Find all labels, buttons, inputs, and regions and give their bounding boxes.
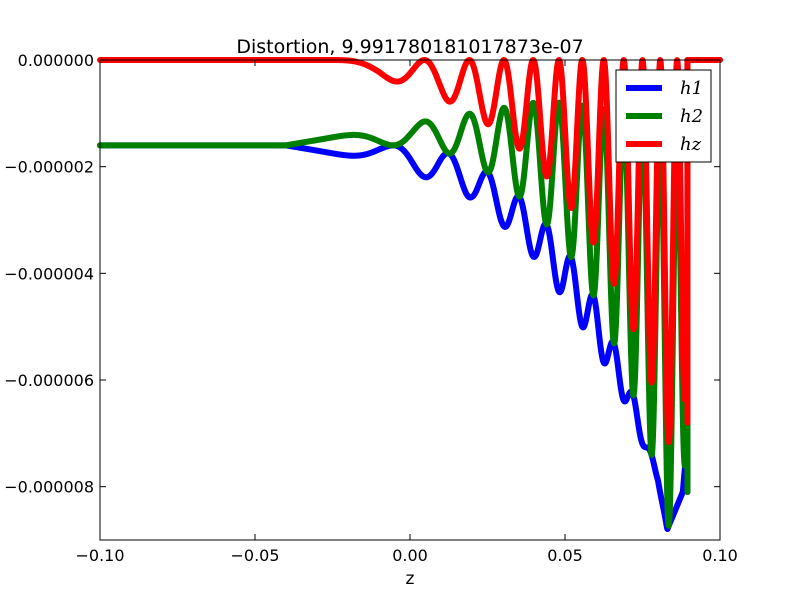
x-tick-label: 0.05 [547,546,583,565]
legend-label-h1: h1 [680,78,703,99]
y-tick-label: −0.000008 [4,478,94,497]
y-tick-label: −0.000004 [4,264,94,283]
legend: h1 h2 hz [615,69,712,163]
y-tick-label: −0.000006 [4,371,94,390]
x-tick-label: −0.05 [230,546,279,565]
x-tick-label: −0.10 [75,546,124,565]
x-axis-label: z [406,569,415,589]
legend-label-h2: h2 [680,106,703,127]
y-tick-label: 0.000000 [18,51,94,70]
legend-label-hz: hz [680,134,702,155]
series-line-h2 [97,57,723,529]
x-tick-label: 0.10 [702,546,738,565]
chart-title: Distortion, 9.991780181017873e-07 [236,36,583,58]
y-axis: 0.000000 −0.000002 −0.000004 −0.000006 −0.00… [4,51,720,497]
x-axis: −0.10 −0.05 0.00 0.05 0.10 [75,60,738,565]
y-tick-label: −0.000002 [4,158,94,177]
x-tick-label: 0.00 [392,546,428,565]
